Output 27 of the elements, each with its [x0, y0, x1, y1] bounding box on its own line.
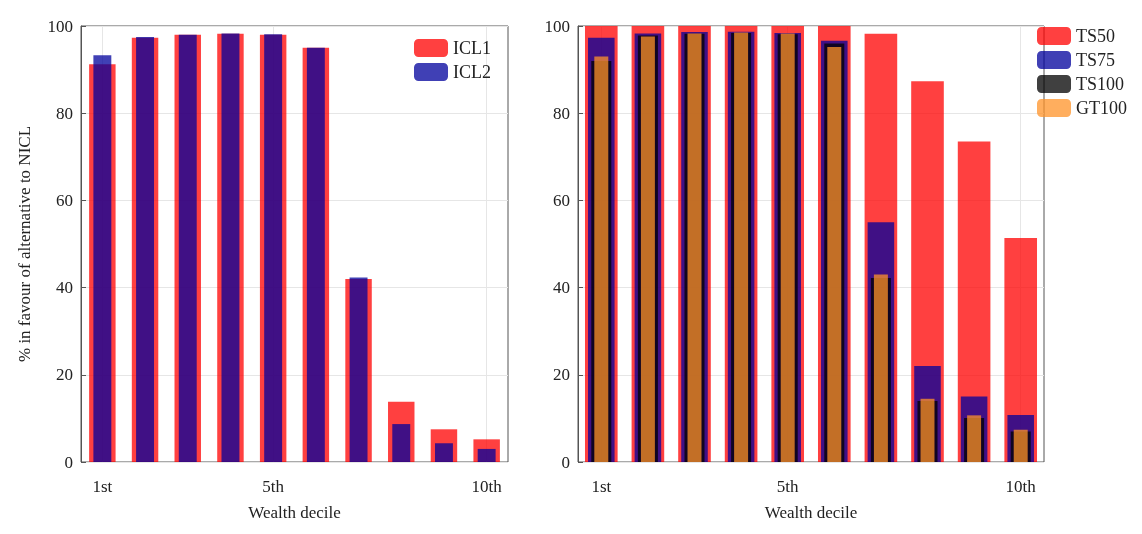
legend-label: GT100 — [1076, 98, 1128, 118]
legend-label: TS100 — [1076, 74, 1125, 94]
y-axis-title: % in favour of alternative to NICL — [15, 125, 34, 363]
legend-label: TS75 — [1076, 50, 1116, 70]
x-tick-label: 10th — [1005, 477, 1037, 496]
x-axis-title: Wealth decile — [248, 503, 341, 522]
y-tick-label: 60 — [553, 190, 570, 210]
x-tick-label: 10th — [471, 477, 503, 496]
x-tick-label: 5th — [776, 477, 800, 496]
legend-label: ICL1 — [453, 38, 491, 58]
y-tick-label: 0 — [561, 452, 570, 472]
y-tick-label: 0 — [64, 452, 73, 472]
x-tick-label: 1st — [591, 477, 612, 496]
y-tick-label: 80 — [56, 103, 73, 123]
y-tick-label: 20 — [553, 365, 570, 385]
y-tick-label: 40 — [56, 278, 73, 298]
y-tick-label: 20 — [56, 365, 73, 385]
y-tick-label: 100 — [544, 16, 570, 36]
y-tick-label: 100 — [47, 16, 73, 36]
y-tick-label: 80 — [553, 103, 570, 123]
y-tick-label: 40 — [553, 278, 570, 298]
x-tick-label: 1st — [92, 477, 113, 496]
x-axis-title: Wealth decile — [764, 503, 858, 522]
legend-label: TS50 — [1076, 26, 1116, 46]
legend-label: ICL2 — [453, 62, 491, 82]
x-tick-label: 5th — [262, 477, 285, 496]
y-tick-label: 60 — [56, 190, 73, 210]
